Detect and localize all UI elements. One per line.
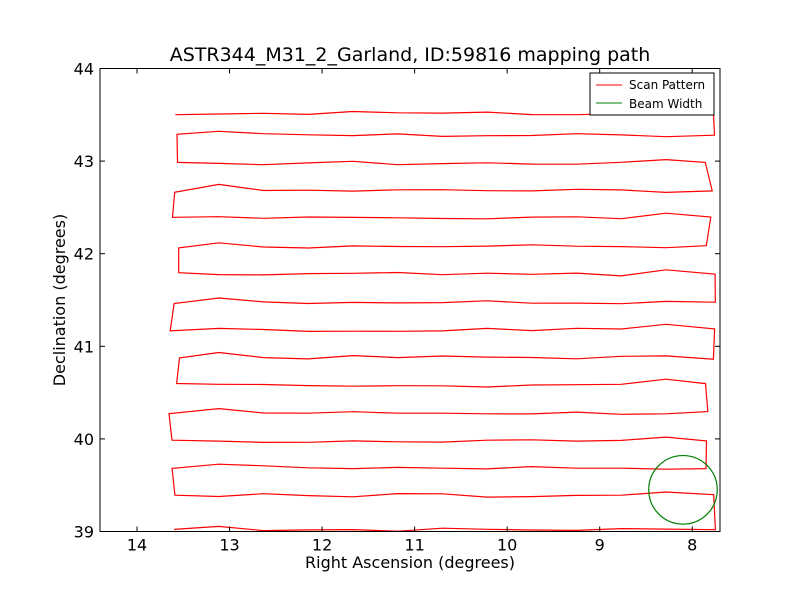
y-tick-label: 41 [74,337,94,356]
chart-title: ASTR344_M31_2_Garland, ID:59816 mapping … [170,44,651,66]
x-tick-label: 11 [404,536,424,555]
x-axis-ticks: 14 13 12 11 10 9 8 [127,68,697,555]
x-tick-label: 8 [687,536,697,555]
y-tick-label: 42 [74,245,94,264]
y-tick-label: 44 [74,60,94,79]
legend-label-scan: Scan Pattern [629,78,705,92]
y-axis-ticks: 39 40 41 42 43 44 [74,60,720,542]
x-tick-label: 9 [595,536,605,555]
legend-box [589,72,715,116]
y-tick-label: 40 [74,430,94,449]
x-tick-label: 12 [312,536,332,555]
x-tick-label: 10 [497,536,517,555]
y-tick-label: 43 [74,152,94,171]
plot-data [168,107,718,532]
beam-width-circle [648,454,718,525]
y-tick-label: 39 [74,523,94,542]
legend: Scan Pattern Beam Width [589,72,715,116]
legend-label-beam: Beam Width [629,97,702,111]
x-tick-label: 14 [127,536,147,555]
x-axis-label: Right Ascension (degrees) [305,553,515,572]
x-tick-label: 13 [219,536,239,555]
scan-pattern-line [168,107,717,532]
plot-frame [99,68,721,532]
y-axis-label: Declination (degrees) [50,214,69,386]
